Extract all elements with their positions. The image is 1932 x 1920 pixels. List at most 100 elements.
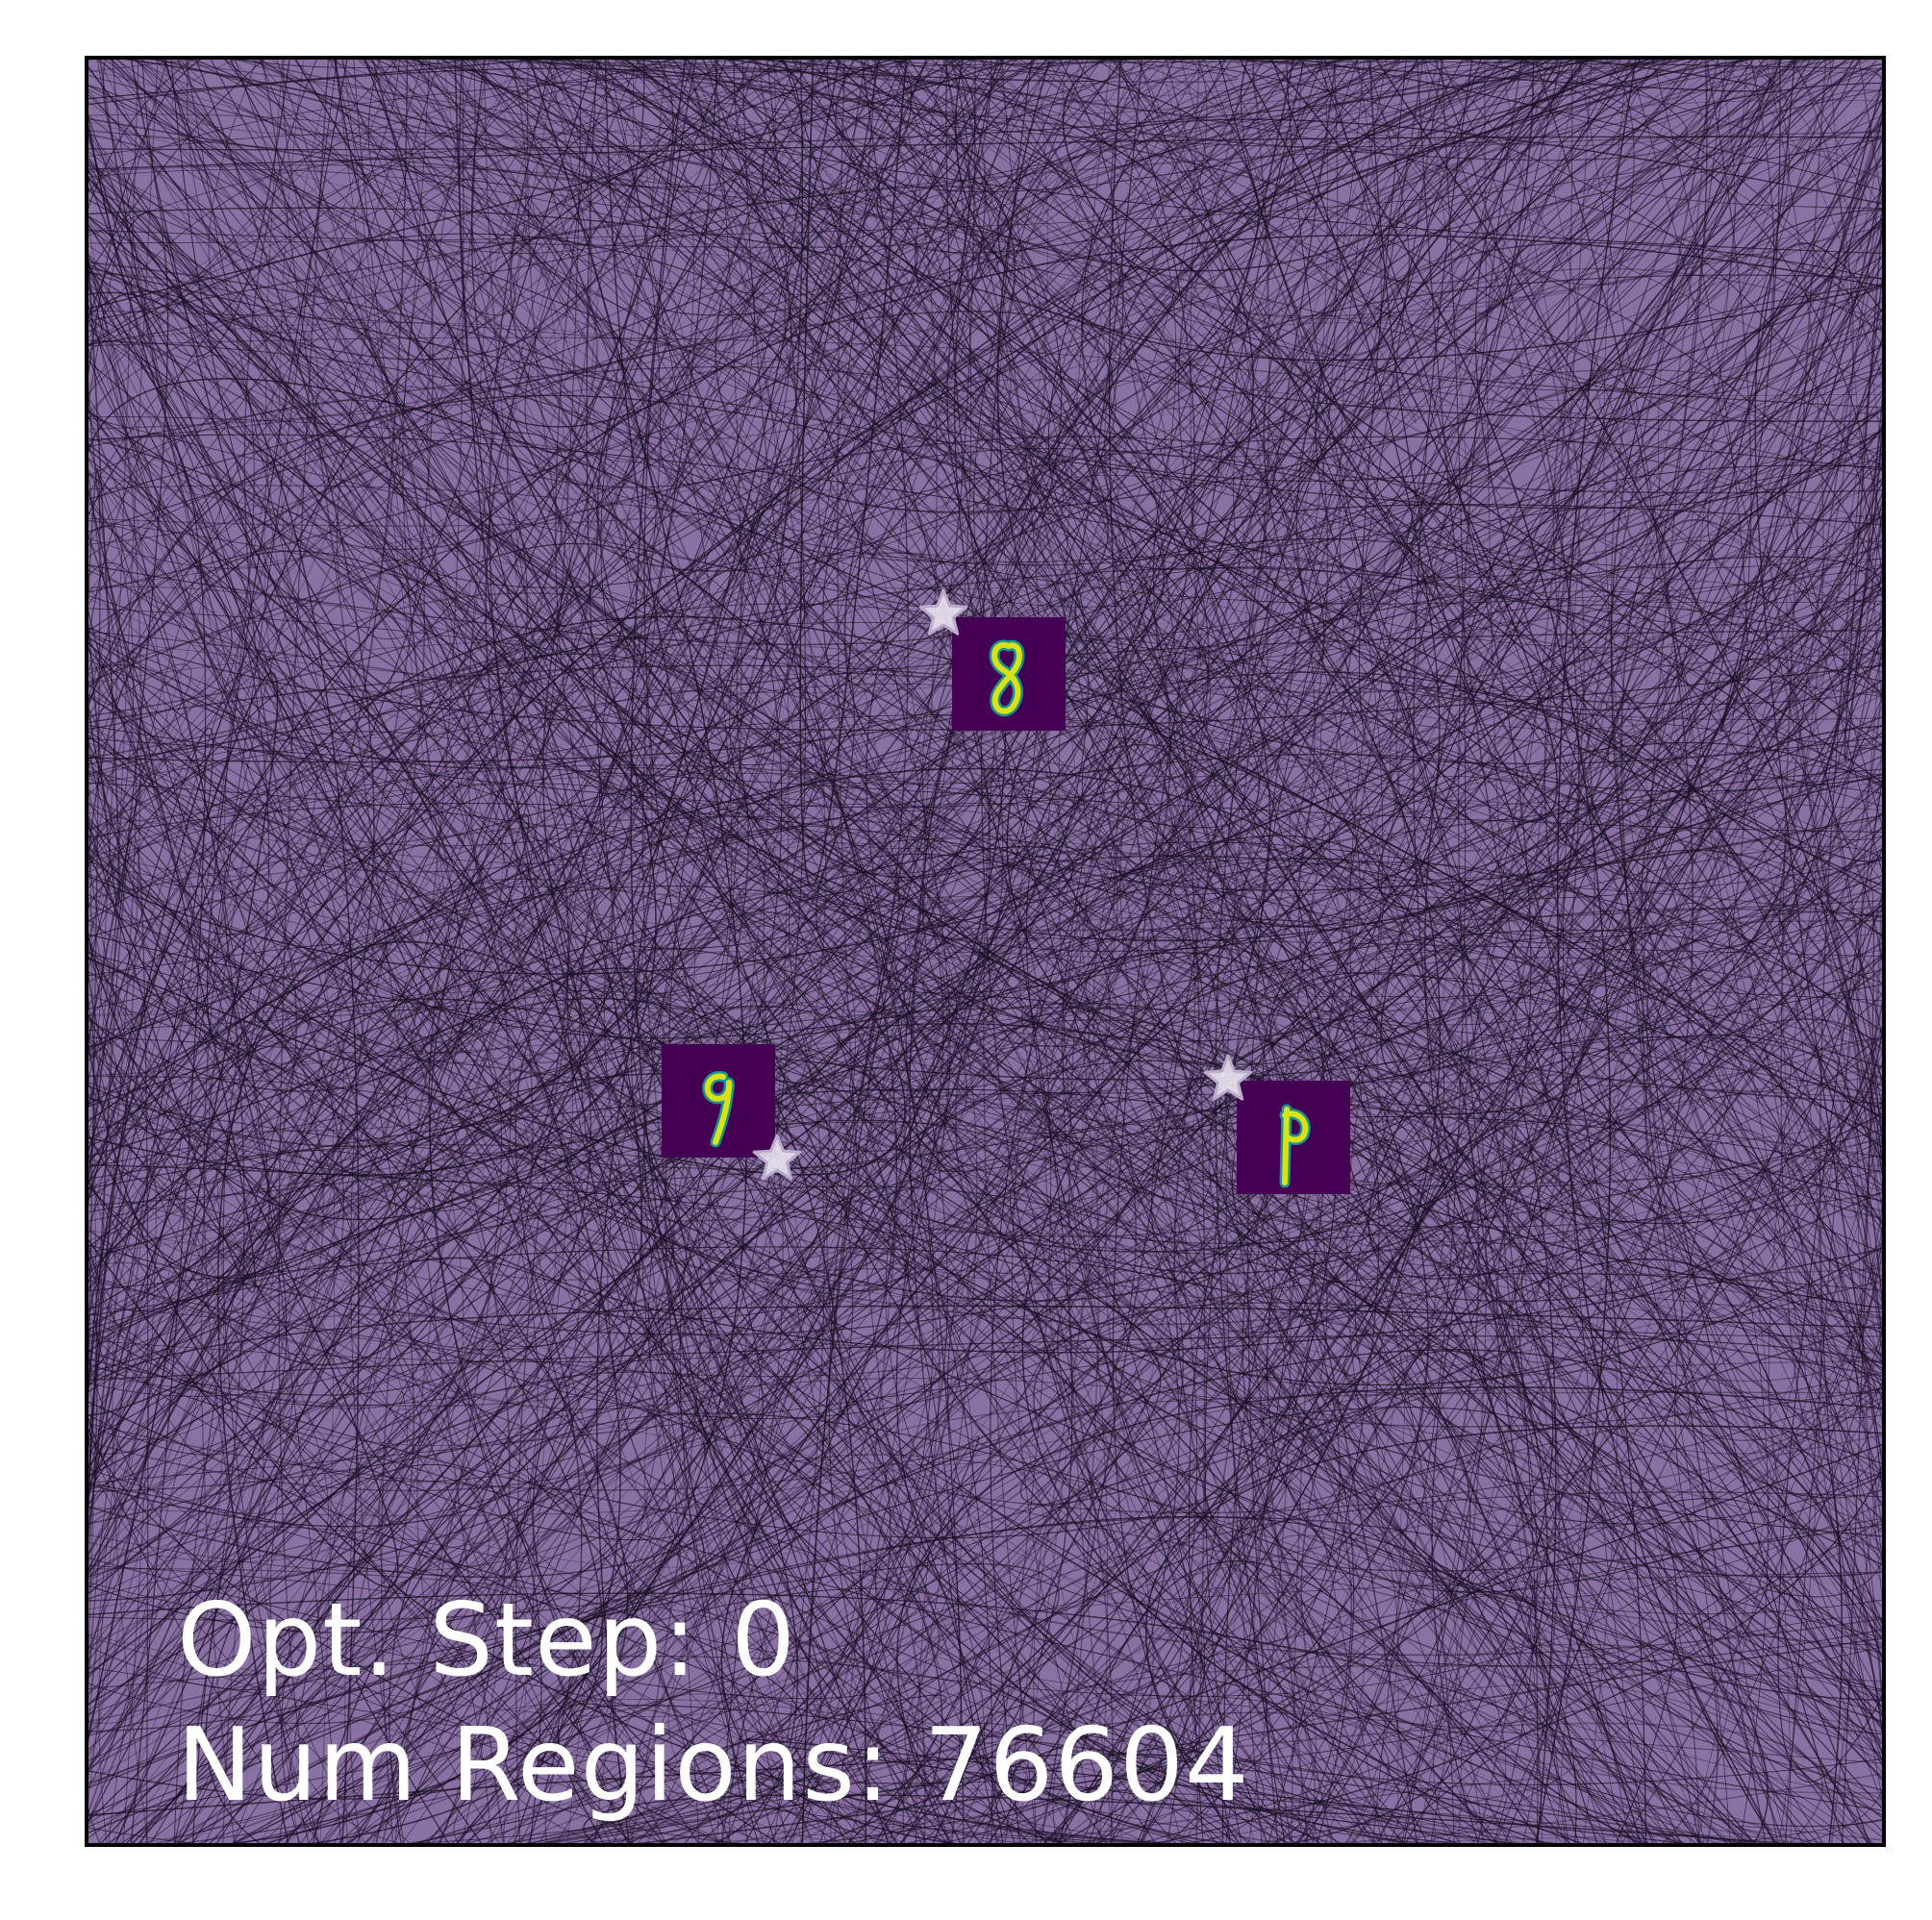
- region-boundary-line: [88, 1562, 1060, 1843]
- region-boundary-line: [88, 60, 855, 258]
- region-boundary-line: [980, 60, 1658, 552]
- region-boundary-line: [980, 60, 1287, 1843]
- region-boundary-line: [88, 1034, 891, 1843]
- region-boundary-line: [88, 543, 1882, 1737]
- region-boundary-line: [514, 1060, 1882, 1843]
- region-boundary-line: [88, 60, 642, 1528]
- region-boundary-line: [88, 1061, 1882, 1484]
- region-boundary-line: [88, 340, 1882, 1637]
- region-boundary-line: [224, 60, 1341, 1843]
- region-boundary-line: [88, 458, 233, 730]
- region-boundary-line: [88, 60, 591, 1396]
- region-boundary-line: [88, 952, 1338, 1843]
- region-boundary-line: [88, 1023, 1870, 1843]
- region-boundary-line: [154, 60, 1154, 1843]
- region-boundary-line: [1062, 60, 1882, 456]
- region-boundary-line: [713, 949, 1882, 1843]
- region-boundary-line: [1167, 60, 1443, 1843]
- region-boundary-line: [950, 60, 1206, 1843]
- region-boundary-line: [1380, 60, 1882, 1077]
- region-boundary-line: [350, 60, 1303, 1843]
- region-boundary-line: [88, 60, 742, 1348]
- region-boundary-line: [88, 60, 1111, 1170]
- region-boundary-line: [783, 60, 1073, 1843]
- region-boundary-line: [88, 177, 1882, 1065]
- step-label: Opt. Step:: [177, 1582, 698, 1699]
- region-boundary-line: [88, 60, 1325, 809]
- region-boundary-line: [1059, 1560, 1541, 1843]
- region-boundary-line: [88, 258, 1184, 1843]
- region-boundary-line: [88, 291, 360, 1843]
- region-boundary-line: [1047, 60, 1882, 570]
- region-boundary-line: [932, 725, 1882, 1843]
- region-boundary-line: [505, 60, 1114, 1843]
- region-boundary-line: [88, 1075, 1882, 1526]
- region-boundary-line: [714, 60, 1548, 1843]
- region-boundary-line: [1139, 480, 1882, 1843]
- region-boundary-line: [566, 60, 1556, 1843]
- region-boundary-line: [1144, 1425, 1882, 1843]
- region-boundary-line: [88, 947, 612, 1843]
- region-boundary-line: [744, 1435, 980, 1843]
- region-boundary-line: [88, 520, 1198, 1843]
- region-boundaries: [88, 60, 1882, 1843]
- region-boundary-line: [1029, 1787, 1773, 1843]
- region-boundary-line: [333, 936, 1630, 1843]
- region-boundary-line: [88, 864, 949, 1843]
- region-boundary-line: [88, 442, 619, 1843]
- region-boundary-line: [88, 60, 1474, 702]
- region-boundary-line: [88, 60, 1790, 1189]
- region-boundary-line: [357, 60, 1882, 730]
- region-boundary-line: [1094, 60, 1748, 1843]
- region-boundary-line: [88, 169, 1748, 1843]
- region-boundary-line: [443, 60, 1697, 1843]
- region-boundary-line: [88, 322, 1200, 1843]
- region-boundary-line: [88, 60, 1580, 1009]
- region-boundary-line: [88, 969, 1882, 1184]
- region-boundary-line: [994, 460, 1882, 1843]
- region-boundary-line: [1012, 60, 1851, 1843]
- region-boundary-line: [985, 1683, 1860, 1843]
- region-boundary-line: [88, 60, 657, 1176]
- region-boundary-line: [88, 178, 489, 507]
- region-boundary-line: [88, 270, 563, 717]
- region-boundary-line: [88, 511, 464, 849]
- region-boundary-line: [88, 60, 791, 670]
- region-boundary-line: [622, 60, 1804, 1843]
- region-boundary-line: [1620, 519, 1882, 1843]
- region-boundary-line: [460, 60, 1429, 1843]
- region-boundary-line: [1215, 82, 1882, 1843]
- digit-image: [662, 1044, 775, 1158]
- region-boundary-line: [160, 60, 776, 463]
- region-boundary-line: [1092, 60, 1882, 1745]
- region-boundary-line: [1646, 744, 1882, 1701]
- region-boundary-line: [88, 60, 789, 771]
- region-boundary-line: [1563, 540, 1882, 1843]
- region-boundary-line: [88, 651, 539, 1843]
- region-boundary-line: [88, 379, 1882, 865]
- region-boundary-line: [871, 1391, 1882, 1654]
- region-boundary-line: [88, 782, 957, 1491]
- region-boundary-line: [88, 469, 135, 969]
- region-boundary-line: [784, 60, 1882, 1477]
- region-boundary-line: [514, 60, 882, 586]
- region-boundary-line: [819, 60, 1491, 1843]
- region-boundary-line: [790, 60, 1418, 1843]
- region-boundary-line: [88, 896, 1882, 1630]
- region-boundary-line: [88, 1378, 1882, 1671]
- region-boundary-line: [441, 60, 1239, 83]
- region-boundary-line: [108, 60, 1248, 1843]
- region-boundary-line: [88, 60, 516, 861]
- region-boundary-line: [1191, 60, 1417, 423]
- region-boundary-line: [88, 60, 1016, 310]
- region-boundary-line: [88, 60, 877, 1054]
- region-boundary-line: [401, 60, 1269, 1843]
- region-boundary-line: [349, 1267, 1882, 1843]
- region-boundary-line: [130, 60, 1409, 1843]
- region-boundary-line: [108, 60, 1089, 1843]
- region-boundary-line: [1504, 908, 1882, 1843]
- region-boundary-line: [178, 1167, 1256, 1843]
- region-boundary-line: [189, 60, 1882, 569]
- region-boundary-line: [170, 60, 1882, 949]
- region-boundary-line: [88, 60, 663, 1843]
